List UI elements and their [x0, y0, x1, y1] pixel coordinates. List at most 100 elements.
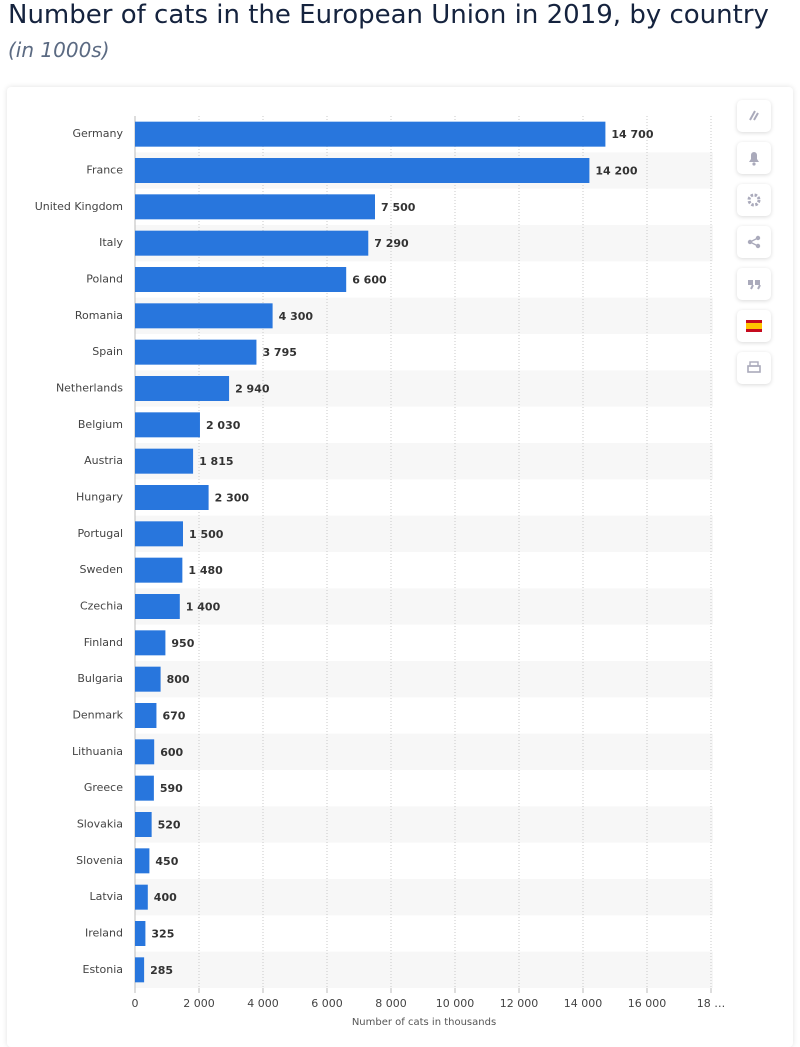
value-label: 520	[158, 819, 181, 832]
value-label: 4 300	[279, 310, 314, 323]
x-tick-label: 4 000	[247, 997, 279, 1010]
y-tick-label: Romania	[75, 309, 123, 322]
y-tick-label: Sweden	[80, 563, 123, 576]
y-tick-label: Portugal	[77, 527, 123, 540]
bar	[135, 267, 347, 292]
settings-button[interactable]	[737, 184, 771, 216]
value-label: 2 030	[206, 419, 241, 432]
bar	[135, 812, 152, 837]
bar	[135, 412, 200, 438]
chart-type-button[interactable]	[737, 100, 771, 132]
y-tick-label: Lithuania	[72, 745, 123, 758]
bar	[135, 630, 166, 656]
bar	[135, 448, 194, 474]
y-tick-label: Ireland	[85, 927, 123, 940]
row-stripe	[135, 443, 713, 480]
y-tick-label: Finland	[84, 636, 123, 649]
icon	[747, 193, 761, 207]
bar	[135, 775, 154, 801]
value-label: 7 290	[374, 237, 409, 250]
bar	[135, 848, 150, 874]
value-label: 950	[171, 637, 194, 650]
y-tick-label: Czechia	[80, 600, 123, 613]
x-tick-label: 2 000	[183, 997, 215, 1010]
bar	[135, 230, 369, 256]
value-label: 1 400	[186, 601, 221, 614]
row-stripe	[135, 661, 713, 698]
y-tick-label: Slovakia	[77, 818, 123, 831]
y-tick-label: Estonia	[83, 963, 124, 976]
icon	[747, 235, 761, 249]
x-axis-label: Number of cats in thousands	[352, 1017, 496, 1028]
y-tick-label: Bulgaria	[77, 672, 123, 685]
bar	[135, 521, 183, 547]
x-tick-label: 8 000	[375, 997, 407, 1010]
icon	[748, 280, 761, 290]
y-tick-label: Latvia	[90, 890, 124, 903]
value-label: 1 815	[199, 455, 233, 468]
x-tick-label: 12 000	[500, 997, 539, 1010]
value-label: 14 200	[595, 165, 637, 178]
bar	[135, 376, 230, 401]
bar	[135, 485, 209, 510]
row-stripe	[135, 515, 713, 552]
print-button[interactable]	[737, 352, 771, 384]
y-tick-label: Greece	[84, 781, 123, 794]
y-tick-label: Poland	[86, 273, 123, 286]
icon	[746, 320, 762, 332]
value-label: 2 940	[235, 383, 270, 396]
row-stripe	[135, 588, 713, 625]
bar	[135, 921, 146, 946]
bar	[135, 884, 148, 910]
x-tick-label: 16 000	[628, 997, 667, 1010]
icon	[749, 152, 759, 166]
y-tick-label: United Kingdom	[35, 200, 123, 213]
bar	[135, 158, 590, 183]
bar	[135, 303, 273, 329]
value-label: 590	[160, 782, 183, 795]
value-label: 1 480	[188, 564, 223, 577]
share-button[interactable]	[737, 226, 771, 258]
y-tick-label: France	[86, 164, 123, 177]
bar	[135, 703, 157, 728]
value-label: 1 500	[189, 528, 224, 541]
bar	[135, 121, 606, 147]
y-tick-label: Hungary	[76, 491, 123, 504]
value-label: 3 795	[262, 346, 296, 359]
row-stripe	[135, 370, 713, 407]
y-tick-label: Slovenia	[76, 854, 123, 867]
y-tick-label: Germany	[72, 127, 123, 140]
bar	[135, 594, 180, 619]
y-tick-label: Italy	[99, 236, 123, 249]
y-tick-label: Austria	[84, 454, 123, 467]
chart-title: Number of cats in the European Union in …	[8, 0, 769, 30]
value-label: 600	[160, 746, 183, 759]
value-label: 7 500	[381, 201, 416, 214]
value-label: 6 600	[352, 274, 387, 287]
bar	[135, 957, 145, 983]
icon	[749, 110, 759, 121]
bar	[135, 739, 155, 765]
x-tick-label: 0	[132, 997, 139, 1010]
bar	[135, 666, 161, 692]
x-tick-label: 18 …	[697, 997, 726, 1010]
value-label: 800	[167, 673, 190, 686]
bar	[135, 557, 183, 583]
language-button[interactable]	[737, 310, 771, 342]
x-tick-label: 10 000	[436, 997, 475, 1010]
value-label: 670	[162, 710, 185, 723]
value-label: 2 300	[215, 492, 250, 505]
notification-button[interactable]	[737, 142, 771, 174]
chart-subtitle: (in 1000s)	[8, 38, 110, 62]
y-tick-label: Spain	[92, 345, 123, 358]
y-tick-label: Netherlands	[56, 382, 123, 395]
y-tick-label: Belgium	[78, 418, 123, 431]
cite-button[interactable]	[737, 268, 771, 300]
value-label: 450	[155, 855, 178, 868]
x-tick-label: 6 000	[311, 997, 343, 1010]
x-tick-label: 14 000	[564, 997, 603, 1010]
bar	[135, 339, 257, 365]
row-stripe	[135, 879, 713, 916]
